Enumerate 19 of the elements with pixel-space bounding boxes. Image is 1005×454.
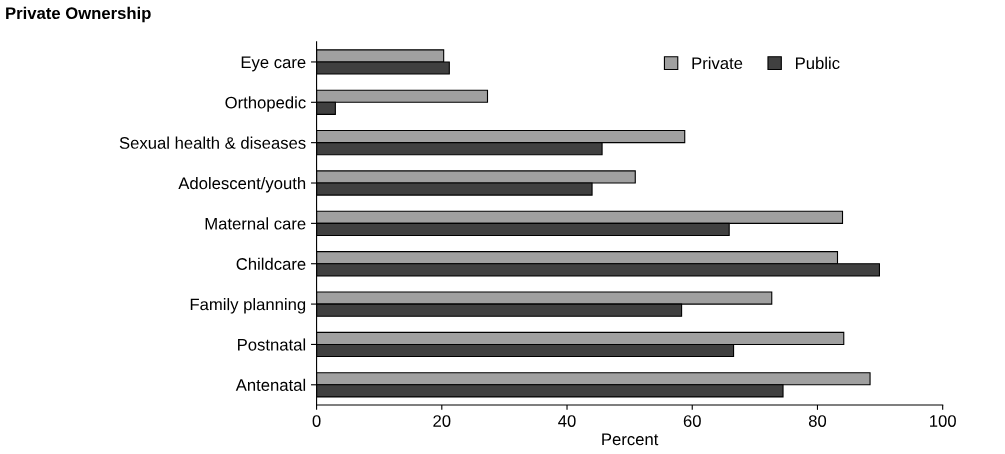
x-tick-label: 60 <box>683 415 701 427</box>
x-tick-label: 40 <box>558 415 576 427</box>
y-tick-label: Antenatal <box>235 378 306 391</box>
legend-label: Public <box>796 56 840 70</box>
y-tick-label: Sexual health & diseases <box>119 136 306 149</box>
y-tick-label: Eye care <box>241 56 306 72</box>
y-tick-label: Maternal care <box>205 217 306 230</box>
y-tick-label: Postnatal <box>238 338 306 351</box>
y-tick-label: Childcare <box>236 257 306 270</box>
legend-label: Private <box>692 56 743 70</box>
x-axis-title: Percent <box>602 433 659 446</box>
x-tick-label: 20 <box>433 415 451 427</box>
y-tick-label: Orthopedic <box>225 96 306 112</box>
y-tick-label: Family planning <box>190 298 306 314</box>
x-tick-label: 100 <box>930 415 956 427</box>
text: Private Ownership <box>6 6 151 23</box>
x-tick-label: 80 <box>808 415 827 427</box>
x-tick-label: 0 <box>312 415 321 427</box>
y-tick-label: Adolescent/youth <box>178 176 306 193</box>
